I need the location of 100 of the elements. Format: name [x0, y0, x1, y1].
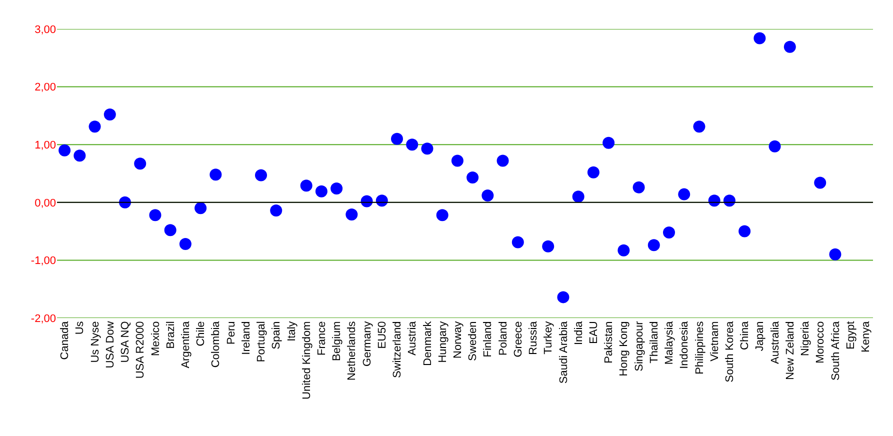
point: [421, 142, 434, 155]
point: [693, 120, 706, 133]
x-tick-label: Switzerland: [392, 321, 404, 378]
x-tick-label: USA Dow: [104, 321, 116, 368]
point: [618, 244, 630, 256]
point: [164, 224, 176, 236]
x-tick-label: Portugal: [256, 321, 268, 362]
point: [632, 181, 645, 194]
x-tick-label: Us: [74, 320, 86, 335]
x-tick-label: Colombia: [210, 320, 222, 368]
point: [602, 136, 615, 149]
point: [482, 189, 494, 202]
x-tick-label: Indonesia: [678, 320, 691, 369]
x-tick-label: Ireland: [240, 321, 252, 355]
x-tick-label: Australia: [769, 320, 782, 364]
y-tick-label: 3,00: [34, 24, 56, 36]
x-tick-label: Pakistan: [603, 321, 616, 364]
x-tick-label: Peru: [225, 321, 238, 344]
y-tick-label: 2,00: [34, 82, 56, 94]
x-tick-label: Netherlands: [346, 320, 358, 381]
y-tick-label: 0,00: [34, 197, 56, 210]
x-tick-label: Thailand: [648, 321, 660, 364]
point: [648, 239, 660, 252]
point: [738, 225, 751, 238]
point: [829, 248, 842, 260]
point: [512, 236, 524, 248]
x-tick-label: Kenya: [860, 320, 872, 352]
x-tick-label: Austria: [406, 320, 419, 356]
point: [678, 188, 690, 200]
point: [542, 240, 554, 252]
x-tick-label: South Africa: [830, 320, 842, 381]
x-tick-label: Brazil: [164, 321, 177, 349]
x-tick-label: Belgium: [331, 321, 344, 361]
point: [88, 120, 101, 133]
point: [436, 209, 448, 222]
x-tick-label: South Korea: [724, 320, 736, 382]
x-tick-label: Nigeria: [800, 320, 812, 356]
x-tick-label: Us Nyse: [89, 321, 102, 363]
x-tick-label: Hong Kong: [618, 321, 630, 376]
x-tick-label: USA R2000: [134, 321, 147, 379]
x-tick-label: Malaysia: [664, 320, 676, 365]
point: [814, 176, 826, 189]
point: [391, 132, 403, 145]
x-tick-label: Germany: [361, 320, 374, 366]
point: [557, 291, 570, 304]
x-tick-label: Morocco: [814, 321, 827, 364]
point: [270, 204, 282, 216]
x-tick-label: Sweden: [467, 321, 480, 361]
point: [466, 172, 479, 184]
point: [149, 209, 162, 222]
x-tick-label: Greece: [512, 321, 524, 358]
x-tick-label: Hungary: [436, 320, 449, 363]
y-tick-label: -1,00: [30, 255, 56, 268]
x-tick-label: Russia: [528, 320, 540, 355]
y-tick-label: -2,00: [30, 312, 56, 325]
x-tick-label: Singapour: [633, 320, 646, 372]
x-tick-label: Italy: [286, 320, 298, 342]
x-tick-label: Chile: [195, 321, 208, 346]
x-tick-label: Philippines: [694, 320, 706, 374]
point: [723, 194, 736, 207]
point: [74, 150, 86, 162]
x-tick-label: United Kingdom: [300, 321, 313, 400]
x-tick-label: Mexico: [150, 321, 162, 356]
point: [768, 140, 781, 152]
x-tick-label: Argentina: [180, 320, 192, 368]
x-tick-label: USA NQ: [120, 320, 132, 363]
point: [194, 202, 207, 214]
point: [663, 226, 675, 238]
point: [496, 154, 509, 167]
x-tick-label: New Zeland: [784, 321, 796, 380]
point: [754, 32, 766, 44]
point: [104, 108, 116, 121]
point: [210, 168, 222, 181]
x-tick-label: Poland: [497, 321, 510, 356]
x-tick-label: Finland: [482, 321, 494, 358]
point: [784, 40, 796, 53]
point: [300, 180, 312, 192]
x-tick-label: Canada: [59, 320, 72, 360]
x-tick-label: Japan: [754, 321, 766, 352]
x-tick-label: India: [572, 320, 585, 346]
point: [572, 190, 584, 203]
point: [58, 144, 71, 156]
point: [330, 182, 343, 195]
x-tick-label: Norway: [452, 320, 464, 358]
point: [315, 185, 328, 198]
x-tick-label: Vietnam: [708, 321, 721, 362]
x-tick-label: Denmark: [422, 320, 434, 366]
point: [255, 169, 267, 182]
point: [179, 238, 192, 250]
x-tick-label: Egypt: [844, 321, 857, 350]
x-tick-label: France: [316, 321, 328, 356]
x-tick-label: EAU: [588, 321, 600, 344]
y-tick-label: 1,00: [34, 139, 56, 152]
x-tick-label: Saudi Arabia: [558, 320, 570, 384]
point: [406, 138, 418, 151]
point: [346, 208, 358, 221]
point: [708, 194, 720, 207]
x-tick-label: China: [739, 320, 752, 350]
x-tick-label: EU50: [376, 321, 388, 349]
point: [587, 166, 600, 178]
